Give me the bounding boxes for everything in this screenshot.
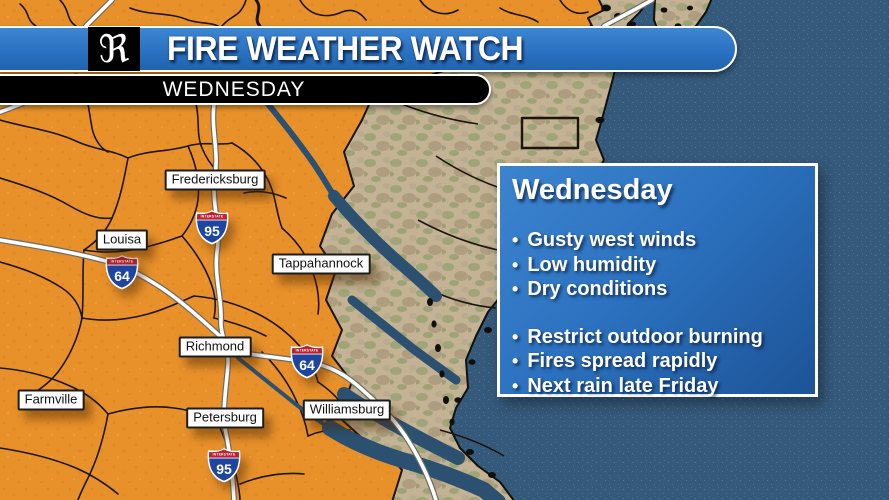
condition-text: Dry conditions xyxy=(527,278,668,300)
svg-text:INTERSTATE: INTERSTATE xyxy=(201,215,224,219)
bullet-icon: • xyxy=(512,375,519,396)
day-banner: WEDNESDAY xyxy=(0,74,491,105)
svg-text:95: 95 xyxy=(204,223,220,239)
bullet-icon: • xyxy=(512,326,519,347)
list-item: • Low humidity xyxy=(512,253,805,278)
interstate-64-shield-west: INTERSTATE 64 xyxy=(105,254,139,290)
map-label-tappahannock: Tappahannock xyxy=(271,253,371,275)
svg-text:64: 64 xyxy=(114,268,130,284)
day-banner-text: WEDNESDAY xyxy=(162,77,306,101)
station-logo: ℜ xyxy=(98,27,130,71)
impact-text: Fires spread rapidly xyxy=(527,350,718,372)
map-label-louisa: Louisa xyxy=(95,229,149,251)
bullet-icon: • xyxy=(512,254,519,275)
bullet-icon: • xyxy=(512,279,519,299)
impacts-list: • Restrict outdoor burning • Fires spread … xyxy=(512,325,805,399)
condition-text: Low humidity xyxy=(527,253,657,276)
interstate-95-shield-north: INTERSTATE 95 xyxy=(195,209,229,245)
map-label-fredericksburg: Fredericksburg xyxy=(164,169,266,191)
bullet-icon: • xyxy=(512,230,519,250)
bullet-icon: • xyxy=(512,351,519,371)
map-label-petersburg: Petersburg xyxy=(186,407,264,429)
condition-text: Gusty west winds xyxy=(527,229,697,251)
impact-text: Next rain late Friday xyxy=(527,374,719,397)
svg-text:64: 64 xyxy=(299,357,315,373)
list-item: • Fires spread rapidly xyxy=(512,349,805,374)
info-panel-title: Wednesday xyxy=(512,174,673,206)
conditions-list: • Gusty west winds • Low humidity • Dry con… xyxy=(512,228,805,302)
svg-text:INTERSTATE: INTERSTATE xyxy=(111,260,134,264)
list-item: • Dry conditions xyxy=(512,277,805,302)
svg-text:INTERSTATE: INTERSTATE xyxy=(296,349,319,353)
interstate-95-shield-south: INTERSTATE 95 xyxy=(207,447,241,483)
svg-text:95: 95 xyxy=(216,461,232,477)
map-label-farmville: Farmville xyxy=(17,389,85,411)
headline-title: FIRE WEATHER WATCH xyxy=(167,30,524,68)
forecast-info-panel: Wednesday • Gusty west winds • Low humidit… xyxy=(497,163,818,397)
list-item: • Gusty west winds xyxy=(512,228,805,253)
svg-text:INTERSTATE: INTERSTATE xyxy=(213,453,236,457)
station-logo-box: ℜ xyxy=(88,27,140,71)
map-label-richmond: Richmond xyxy=(178,336,252,358)
interstate-64-shield-east: INTERSTATE 64 xyxy=(290,343,324,379)
map-label-williamsburg: Williamsburg xyxy=(302,399,392,421)
list-item: • Restrict outdoor burning xyxy=(512,325,805,350)
list-item: • Next rain late Friday xyxy=(512,374,805,399)
impact-text: Restrict outdoor burning xyxy=(527,325,763,348)
